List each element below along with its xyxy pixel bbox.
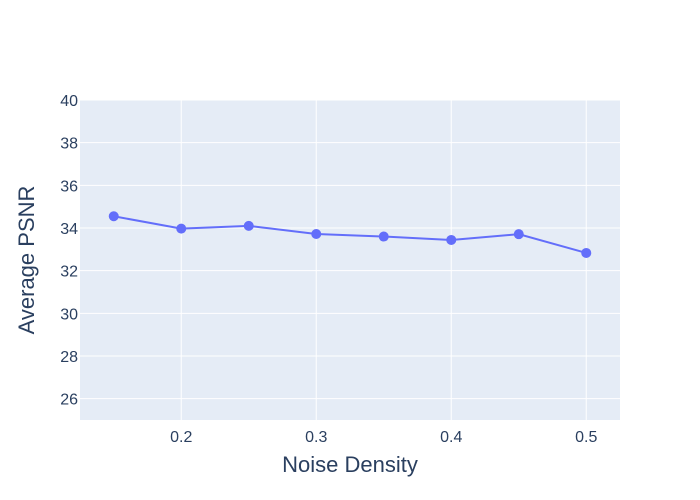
y-tick-label: 30 [60, 306, 78, 323]
x-tick-label: 0.5 [575, 429, 597, 446]
series-layer [108, 211, 592, 258]
x-axis-title: Noise Density [282, 452, 418, 477]
x-tick-label: 0.2 [170, 429, 192, 446]
data-point [108, 211, 119, 222]
data-point [311, 228, 322, 239]
y-tick-label: 28 [60, 349, 78, 366]
data-point [243, 220, 254, 231]
y-tick-label: 36 [60, 178, 78, 195]
x-tick-label: 0.4 [440, 429, 462, 446]
x-tick-label: 0.3 [305, 429, 327, 446]
y-axis-title: Average PSNR [14, 186, 39, 335]
series-line [113, 215, 587, 254]
plot-background [80, 100, 620, 420]
data-point [176, 223, 187, 234]
data-point [513, 229, 524, 240]
data-point [378, 231, 389, 242]
y-tick-label: 26 [60, 392, 78, 409]
data-point [581, 247, 592, 258]
data-point [446, 234, 457, 245]
y-tick-label: 32 [60, 264, 78, 281]
y-tick-label: 38 [60, 136, 78, 153]
y-tick-labels: 26 28 30 32 34 36 38 40 [60, 93, 78, 409]
x-tick-labels: 0.2 0.3 0.4 0.5 [170, 429, 597, 446]
y-tick-label: 40 [60, 93, 78, 110]
y-tick-label: 34 [60, 221, 78, 238]
x-gridlines [180, 100, 587, 420]
y-gridlines [80, 99, 620, 400]
